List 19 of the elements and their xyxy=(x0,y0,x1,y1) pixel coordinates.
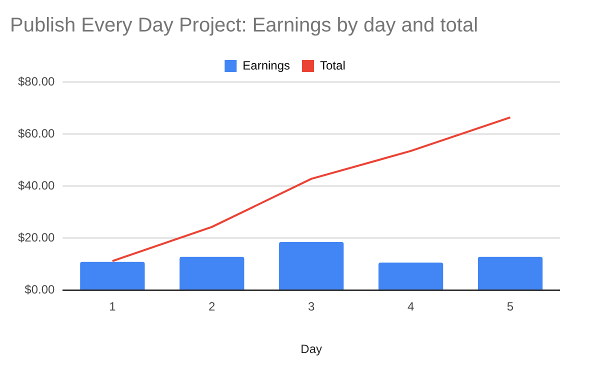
y-tick-label: $60.00 xyxy=(18,126,56,140)
chart-title: Publish Every Day Project: Earnings by day and total xyxy=(10,14,478,37)
x-tick-label: 2 xyxy=(208,300,216,314)
y-tick-label: $80.00 xyxy=(18,74,56,88)
bar xyxy=(180,256,244,290)
x-axis-title: Day xyxy=(300,342,322,356)
x-tick-label: 5 xyxy=(506,300,514,314)
x-tick-label: 4 xyxy=(407,300,414,314)
x-tick-label: 3 xyxy=(308,300,316,314)
bar xyxy=(80,262,145,290)
y-tick-label: $20.00 xyxy=(18,230,56,244)
legend-label: Total xyxy=(320,58,346,72)
bar xyxy=(279,242,344,290)
legend-label: Earnings xyxy=(242,58,290,72)
bar xyxy=(478,256,543,290)
x-tick-label: 1 xyxy=(109,300,116,314)
y-tick-label: $0.00 xyxy=(24,282,56,297)
y-tick-label: $40.00 xyxy=(18,178,56,192)
bar xyxy=(378,262,444,290)
